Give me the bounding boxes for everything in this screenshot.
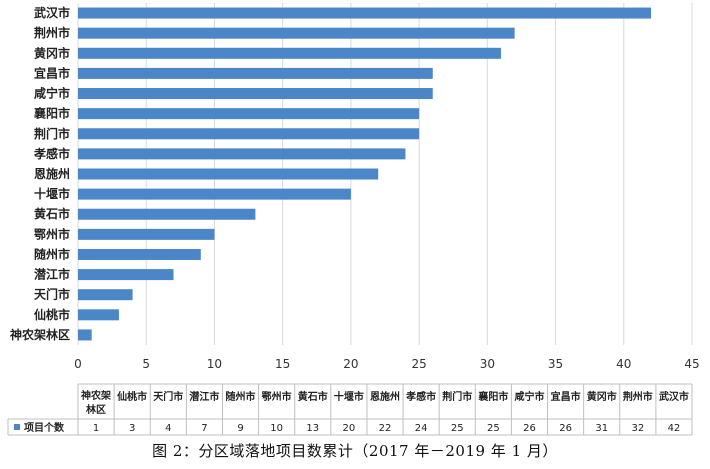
table-header-cell: 荆州市 bbox=[623, 390, 653, 403]
table-value-cell: 26 bbox=[523, 423, 536, 434]
table-header-cell: 黄冈市 bbox=[587, 390, 617, 403]
bar bbox=[78, 108, 420, 120]
category-label: 随州市 bbox=[34, 246, 70, 261]
bar bbox=[78, 269, 174, 281]
x-tick-label: 25 bbox=[411, 357, 426, 371]
table-value-cell: 9 bbox=[237, 423, 243, 434]
table-header-cell: 随州市 bbox=[226, 390, 256, 403]
bar bbox=[78, 88, 433, 100]
table-header-cell: 潜江市 bbox=[189, 390, 219, 403]
bar bbox=[78, 248, 201, 260]
table-header-cell: 宜昌市 bbox=[551, 390, 581, 403]
category-label: 荆门市 bbox=[34, 126, 70, 141]
table-value-cell: 4 bbox=[165, 423, 171, 434]
table-value-cell: 1 bbox=[93, 423, 99, 434]
x-tick-label: 5 bbox=[142, 357, 150, 371]
table-value-cell: 25 bbox=[451, 423, 464, 434]
x-tick-label: 20 bbox=[343, 357, 358, 371]
bar bbox=[78, 228, 215, 240]
bar bbox=[78, 7, 652, 19]
bar bbox=[78, 329, 92, 341]
category-label: 孝感市 bbox=[33, 146, 70, 161]
table-value-cell: 32 bbox=[631, 423, 644, 434]
table-value-cell: 22 bbox=[379, 423, 392, 434]
table-value-cell: 42 bbox=[668, 423, 681, 434]
category-label: 宜昌市 bbox=[34, 65, 70, 80]
x-axis-ticks: 0 5 10 15 20 25 30 35 40 45 bbox=[74, 357, 699, 371]
table-value-cell: 7 bbox=[201, 423, 207, 434]
figure-caption: 图 2：分区域落地项目数累计（2017 年－2019 年 1 月） bbox=[152, 442, 558, 460]
category-label: 十堰市 bbox=[34, 186, 70, 201]
table-header-cell: 恩施州 bbox=[370, 390, 400, 403]
table-value-cell: 24 bbox=[415, 423, 428, 434]
x-tick-label: 15 bbox=[275, 357, 290, 371]
category-label: 天门市 bbox=[34, 287, 70, 302]
data-table: 神农架林区 1 仙桃市 3 天门市 4 潜江市 7 随州市 9 鄂州市 10 黄石市 13 十堰市 20 恩施州… bbox=[7, 383, 693, 436]
category-label: 恩施州 bbox=[34, 166, 70, 181]
table-value-cell: 26 bbox=[559, 423, 572, 434]
category-label: 神农架林区 bbox=[10, 327, 70, 342]
table-header-cell: 黄石市 bbox=[298, 390, 328, 403]
category-label: 仙桃市 bbox=[34, 307, 70, 322]
table-value-cell: 13 bbox=[306, 423, 319, 434]
table-header-cell: 荆门市 bbox=[442, 390, 472, 403]
x-tick-label: 10 bbox=[207, 357, 222, 371]
category-label: 黄石市 bbox=[34, 206, 70, 221]
x-tick-label: 0 bbox=[74, 357, 82, 371]
bar-chart: 神农架林区仙桃市天门市潜江市随州市鄂州市黄石市十堰市恩施州孝感市荆门市襄阳市咸宁… bbox=[7, 3, 700, 436]
category-label: 黄冈市 bbox=[34, 45, 70, 60]
category-label: 潜江市 bbox=[34, 267, 70, 282]
legend-label: 项目个数 bbox=[24, 421, 65, 434]
bar bbox=[78, 208, 256, 220]
bar bbox=[78, 309, 119, 321]
table-header-cell: 神农架 bbox=[81, 389, 111, 402]
category-labels: 神农架林区 仙桃市 天门市 潜江市 随州市 鄂州市 黄石市 十堰市 恩施州 孝感市 荆门市 襄阳市 咸宁… bbox=[10, 5, 70, 342]
bar bbox=[78, 188, 351, 200]
category-label: 荆州市 bbox=[34, 25, 70, 40]
x-tick-label: 35 bbox=[548, 357, 563, 371]
legend-swatch bbox=[14, 424, 20, 430]
table-header-cell-cont: 林区 bbox=[86, 403, 106, 416]
category-label: 武汉市 bbox=[34, 5, 70, 20]
table-header-cell: 武汉市 bbox=[659, 390, 689, 403]
category-label: 咸宁市 bbox=[34, 86, 70, 101]
bar bbox=[78, 128, 420, 140]
table-header-cell: 鄂州市 bbox=[262, 390, 292, 403]
category-label: 襄阳市 bbox=[33, 106, 70, 121]
bar bbox=[78, 168, 379, 180]
bar bbox=[78, 148, 406, 160]
table-header-cell: 襄阳市 bbox=[477, 390, 508, 403]
table-header-cell: 天门市 bbox=[153, 390, 183, 403]
table-value-cell: 20 bbox=[343, 423, 356, 434]
bar bbox=[78, 47, 501, 59]
table-header-cell: 咸宁市 bbox=[514, 390, 544, 403]
x-tick-label: 30 bbox=[480, 357, 495, 371]
table-value-cell: 10 bbox=[270, 423, 283, 434]
bar bbox=[78, 27, 515, 39]
category-label: 鄂州市 bbox=[34, 226, 70, 241]
table-value-cell: 3 bbox=[129, 423, 135, 434]
table-header-cell: 孝感市 bbox=[405, 390, 436, 403]
x-tick-label: 45 bbox=[684, 357, 699, 371]
table-value-cell: 25 bbox=[487, 423, 500, 434]
x-tick-label: 40 bbox=[616, 357, 631, 371]
table-header-cell: 仙桃市 bbox=[117, 390, 147, 403]
bar bbox=[78, 289, 133, 301]
table-value-cell: 31 bbox=[595, 423, 608, 434]
bar bbox=[78, 67, 433, 79]
table-header-cell: 十堰市 bbox=[334, 390, 364, 403]
bars bbox=[78, 7, 652, 341]
